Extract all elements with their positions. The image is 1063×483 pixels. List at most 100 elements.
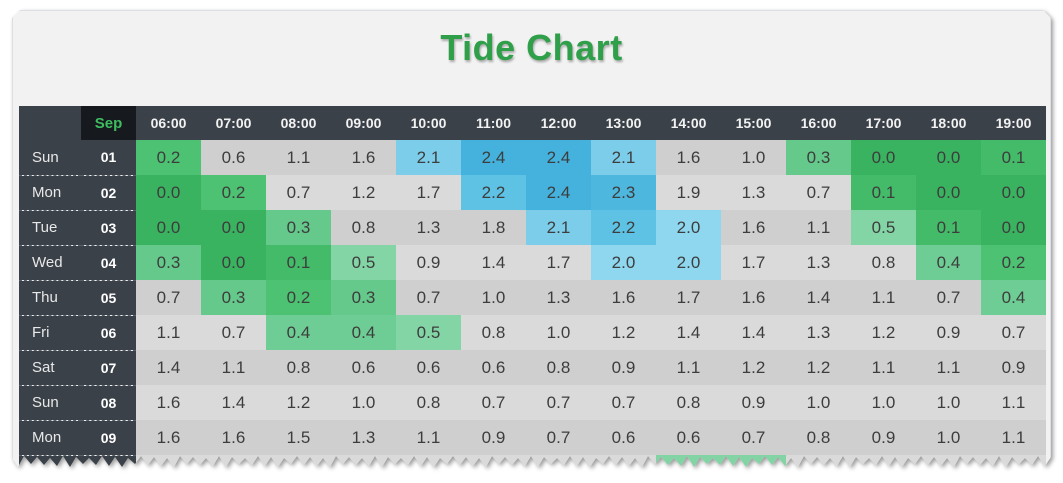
tide-value-cell: 0.2 bbox=[136, 140, 201, 175]
tide-value-cell: 0.4 bbox=[916, 245, 981, 280]
tide-value-cell: 1.1 bbox=[786, 210, 851, 245]
time-header: 09:00 bbox=[331, 106, 396, 140]
tide-value-cell: 1.5 bbox=[266, 420, 331, 455]
tide-value-cell: 0.0 bbox=[851, 140, 916, 175]
tide-value-cell: 1.1 bbox=[266, 140, 331, 175]
tide-value-cell: 0.8 bbox=[526, 350, 591, 385]
day-label bbox=[19, 454, 81, 467]
table-body: Sun 01 0.2 0.6 1.1 1.6 2.1 2.4 2.4 2.1 1.6 1.0 0.3 0.… bbox=[19, 140, 1046, 467]
tide-value-cell: 1.3 bbox=[786, 315, 851, 350]
date-label: 02 bbox=[81, 174, 136, 210]
tide-value-cell: 1.0 bbox=[331, 385, 396, 420]
tide-value-cell: 0.4 bbox=[266, 315, 331, 350]
time-header: 12:00 bbox=[526, 106, 591, 140]
tide-value-cell: 2.3 bbox=[591, 175, 656, 210]
tide-value-cell: 0.0 bbox=[201, 245, 266, 280]
tide-value-cell: 0.3 bbox=[331, 280, 396, 315]
tide-value-cell: 0.7 bbox=[526, 385, 591, 420]
table-row: Tue 03 0.0 0.0 0.3 0.8 1.3 1.8 2.1 2.2 2.0 1.6 1.1 0.… bbox=[19, 209, 1046, 245]
tide-value-cell: 1.2 bbox=[786, 350, 851, 385]
tide-value-cell: 1.6 bbox=[656, 140, 721, 175]
tide-value-cell bbox=[916, 455, 981, 467]
date-label: 03 bbox=[81, 209, 136, 245]
time-header: 17:00 bbox=[851, 106, 916, 140]
corner-cell bbox=[19, 106, 81, 140]
tide-value-cell: 0.3 bbox=[786, 140, 851, 175]
date-label: 01 bbox=[81, 140, 136, 175]
tide-value-cell: 2.2 bbox=[461, 175, 526, 210]
table-row: Sun 01 0.2 0.6 1.1 1.6 2.1 2.4 2.4 2.1 1.6 1.0 0.3 0.… bbox=[19, 140, 1046, 175]
tide-value-cell: 0.7 bbox=[786, 175, 851, 210]
tide-value-cell: 0.8 bbox=[331, 210, 396, 245]
tide-value-cell: 1.0 bbox=[851, 385, 916, 420]
date-label: 08 bbox=[81, 384, 136, 420]
tide-value-cell: 0.2 bbox=[266, 280, 331, 315]
time-header: 06:00 bbox=[136, 106, 201, 140]
time-header: 13:00 bbox=[591, 106, 656, 140]
tide-value-cell: 1.0 bbox=[526, 315, 591, 350]
time-header: 18:00 bbox=[916, 106, 981, 140]
tide-value-cell: 1.4 bbox=[721, 315, 786, 350]
tide-value-cell: 0.9 bbox=[591, 350, 656, 385]
tide-value-cell: 0.1 bbox=[266, 245, 331, 280]
time-header: 15:00 bbox=[721, 106, 786, 140]
day-label: Mon bbox=[19, 419, 81, 455]
tide-value-cell: 0.5 bbox=[396, 315, 461, 350]
day-label: Fri bbox=[19, 314, 81, 350]
tide-value-cell: 0.6 bbox=[201, 140, 266, 175]
tide-value-cell: 0.7 bbox=[916, 280, 981, 315]
tide-value-cell bbox=[331, 455, 396, 467]
tide-value-cell: 1.2 bbox=[266, 385, 331, 420]
tide-value-cell: 1.3 bbox=[721, 175, 786, 210]
tide-value-cell bbox=[786, 455, 851, 467]
tide-value-cell: 0.8 bbox=[396, 385, 461, 420]
tide-value-cell bbox=[396, 455, 461, 467]
tide-value-cell: 2.2 bbox=[591, 210, 656, 245]
month-header: Sep bbox=[81, 106, 136, 140]
date-label: 04 bbox=[81, 244, 136, 280]
tide-value-cell: 1.3 bbox=[786, 245, 851, 280]
tide-value-cell: 1.3 bbox=[526, 280, 591, 315]
tide-table: Sep 06:00 07:00 08:00 09:00 10:00 11:00 12:00 1… bbox=[19, 106, 1046, 467]
tide-value-cell: 1.6 bbox=[136, 420, 201, 455]
tide-value-cell bbox=[201, 455, 266, 467]
tide-value-cell: 1.4 bbox=[136, 350, 201, 385]
tide-value-cell: 1.7 bbox=[526, 245, 591, 280]
date-label: 07 bbox=[81, 349, 136, 385]
tide-value-cell: 1.1 bbox=[201, 350, 266, 385]
tide-value-cell: 1.1 bbox=[981, 420, 1046, 455]
page-title: Tide Chart bbox=[440, 27, 623, 68]
time-header: 16:00 bbox=[786, 106, 851, 140]
tide-value-cell: 1.7 bbox=[721, 245, 786, 280]
tide-value-cell: 1.6 bbox=[136, 385, 201, 420]
tide-value-cell: 0.1 bbox=[981, 140, 1046, 175]
tide-value-cell: 0.7 bbox=[136, 280, 201, 315]
time-header: 19:00 bbox=[981, 106, 1046, 140]
tide-value-cell: 0.0 bbox=[136, 210, 201, 245]
time-header: 07:00 bbox=[201, 106, 266, 140]
tide-value-cell: 0.6 bbox=[656, 420, 721, 455]
table-row: Mon 09 1.6 1.6 1.5 1.3 1.1 0.9 0.7 0.6 0.6 0.7 0.8 0.… bbox=[19, 419, 1046, 455]
tide-value-cell: 0.9 bbox=[981, 350, 1046, 385]
day-label: Wed bbox=[19, 244, 81, 280]
tide-value-cell: 1.7 bbox=[656, 280, 721, 315]
tide-value-cell: 0.0 bbox=[981, 175, 1046, 210]
table-row: Wed 04 0.3 0.0 0.1 0.5 0.9 1.4 1.7 2.0 2.0 1.7 1.3 0.… bbox=[19, 244, 1046, 280]
tide-value-cell bbox=[721, 455, 786, 467]
tide-value-cell: 2.1 bbox=[591, 140, 656, 175]
tide-value-cell: 0.1 bbox=[916, 210, 981, 245]
tide-value-cell: 1.2 bbox=[851, 315, 916, 350]
date-label bbox=[81, 454, 136, 467]
tide-value-cell: 1.2 bbox=[591, 315, 656, 350]
time-header: 10:00 bbox=[396, 106, 461, 140]
tide-value-cell: 2.4 bbox=[526, 140, 591, 175]
table-row: Thu 05 0.7 0.3 0.2 0.3 0.7 1.0 1.3 1.6 1.7 1.6 1.4 1.… bbox=[19, 279, 1046, 315]
tide-value-cell: 1.6 bbox=[331, 140, 396, 175]
tide-value-cell: 0.6 bbox=[461, 350, 526, 385]
tide-value-cell: 1.1 bbox=[851, 280, 916, 315]
tide-value-cell: 1.4 bbox=[461, 245, 526, 280]
tide-value-cell: 2.4 bbox=[461, 140, 526, 175]
tide-value-cell: 1.7 bbox=[396, 175, 461, 210]
tide-value-cell: 1.2 bbox=[721, 350, 786, 385]
tide-value-cell: 0.0 bbox=[201, 210, 266, 245]
